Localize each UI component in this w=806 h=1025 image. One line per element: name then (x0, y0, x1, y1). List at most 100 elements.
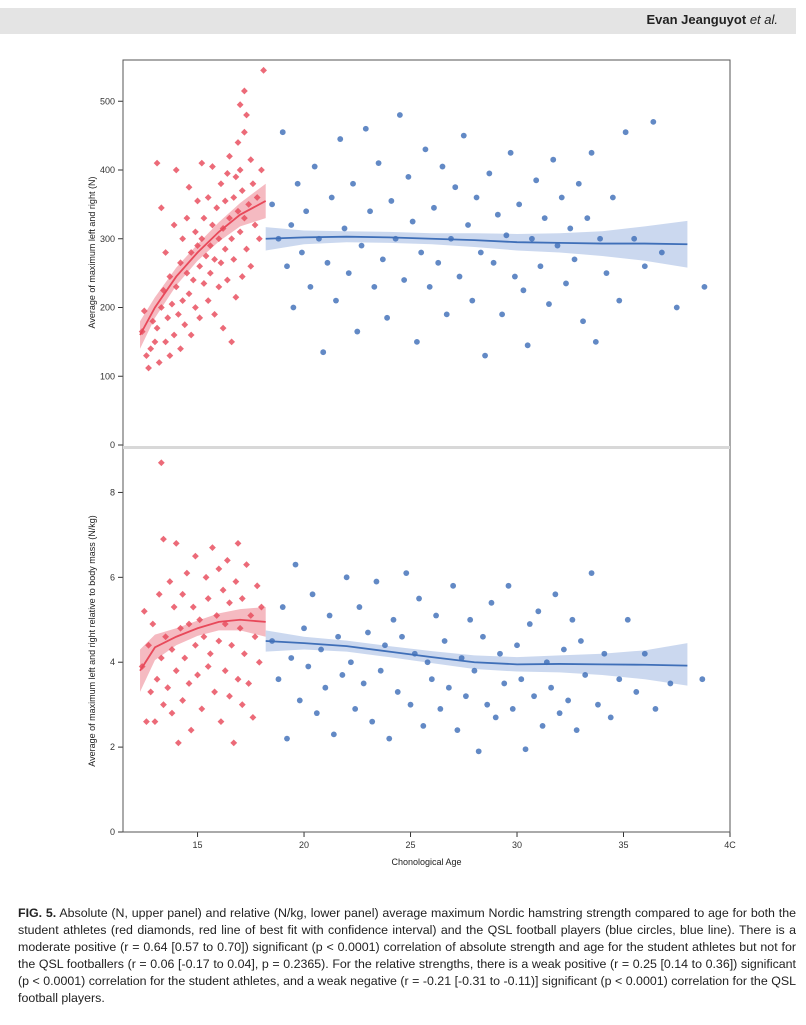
qsl-point (322, 684, 329, 691)
y-axis-label: Average of maximum left and right (N) (87, 177, 97, 329)
student-point (185, 680, 193, 687)
qsl-point (313, 710, 320, 717)
student-point (153, 159, 161, 167)
qsl-point (356, 604, 363, 610)
qsl-point (386, 735, 393, 742)
figure-caption: FIG. 5. Absolute (N, upper panel) and re… (18, 905, 796, 1007)
qsl-point (631, 235, 638, 242)
student-point (221, 620, 229, 628)
qsl-point (390, 616, 397, 623)
qsl-point (377, 667, 384, 674)
qsl-point (320, 349, 327, 356)
qsl-point (473, 194, 480, 201)
student-point (236, 228, 244, 236)
qsl-point (588, 570, 595, 576)
qsl-point (622, 129, 629, 136)
qsl-point (578, 638, 584, 644)
qsl-point (382, 642, 388, 649)
qsl-point (460, 132, 467, 139)
student-point (185, 620, 193, 628)
student-point (177, 624, 184, 632)
qsl-point (607, 714, 614, 721)
student-point (223, 556, 231, 564)
student-point (238, 701, 246, 709)
student-confidence-band (140, 183, 266, 349)
qsl-point (362, 125, 369, 132)
qsl-point (367, 208, 373, 215)
student-point (202, 573, 210, 581)
student-point (236, 624, 244, 632)
qsl-point (414, 338, 420, 345)
student-point (232, 578, 240, 585)
qsl-point (407, 701, 414, 708)
qsl-point (516, 201, 523, 208)
qsl-point (499, 311, 506, 318)
student-point (213, 612, 221, 619)
qsl-point (652, 706, 659, 712)
student-point (194, 197, 201, 205)
y-tick-label: 6 (110, 572, 115, 582)
student-point (236, 101, 244, 109)
qsl-point (494, 211, 501, 218)
student-point (204, 663, 212, 670)
qsl-point (467, 616, 474, 623)
qsl-point (435, 259, 442, 266)
student-point (234, 139, 242, 146)
student-point (177, 345, 184, 353)
qsl-point (490, 259, 497, 266)
qsl-point (503, 232, 510, 239)
qsl-point (650, 118, 657, 125)
student-point (194, 671, 201, 679)
qsl-point (518, 676, 525, 683)
qsl-point (541, 215, 548, 222)
panel-upper-absolute: 0 100 200 300 400 500 Average of maximum left … (87, 66, 708, 450)
student-point (200, 633, 208, 641)
y-tick-label: 2 (110, 742, 115, 752)
qsl-point (369, 718, 376, 725)
student-point (196, 262, 204, 270)
panel-lower-relative: 0 2 4 6 8 Average of maximum left and right r… (87, 459, 736, 867)
student-point (211, 310, 218, 318)
qsl-point (488, 599, 495, 606)
student-point (157, 459, 165, 467)
qsl-point (307, 283, 314, 290)
student-point (217, 180, 225, 188)
student-point (143, 718, 150, 726)
qsl-point (501, 680, 508, 687)
student-point (204, 297, 212, 305)
author-name: Evan Jeanguyot et al. (646, 12, 778, 27)
qsl-point (597, 235, 603, 242)
student-point (253, 194, 261, 201)
qsl-point (465, 222, 471, 228)
student-point (189, 276, 197, 284)
qsl-point (431, 204, 437, 211)
student-point (211, 688, 218, 696)
qsl-point (641, 650, 648, 657)
student-point (206, 650, 214, 658)
qsl-fit-line (265, 640, 688, 667)
student-point (162, 633, 169, 641)
student-point (226, 692, 233, 700)
student-point (255, 235, 263, 243)
qsl-point (550, 156, 557, 163)
student-point (179, 697, 187, 704)
x-axis-label: Chonological Age (391, 857, 461, 867)
caption-text: Absolute (N, upper panel) and relative (… (18, 906, 796, 1005)
qsl-point (328, 194, 335, 201)
student-point (211, 255, 218, 263)
qsl-point (558, 194, 565, 201)
student-point (187, 331, 195, 339)
student-point (241, 214, 248, 222)
student-point (234, 539, 242, 547)
qsl-point (347, 659, 354, 666)
student-fit-line (139, 200, 267, 336)
qsl-point (443, 311, 450, 318)
qsl-point (324, 259, 331, 266)
student-point (243, 245, 250, 253)
qsl-point (305, 663, 312, 670)
student-point (258, 166, 265, 174)
qsl-point (405, 173, 412, 180)
qsl-point (311, 163, 318, 170)
qsl-point (537, 263, 544, 270)
